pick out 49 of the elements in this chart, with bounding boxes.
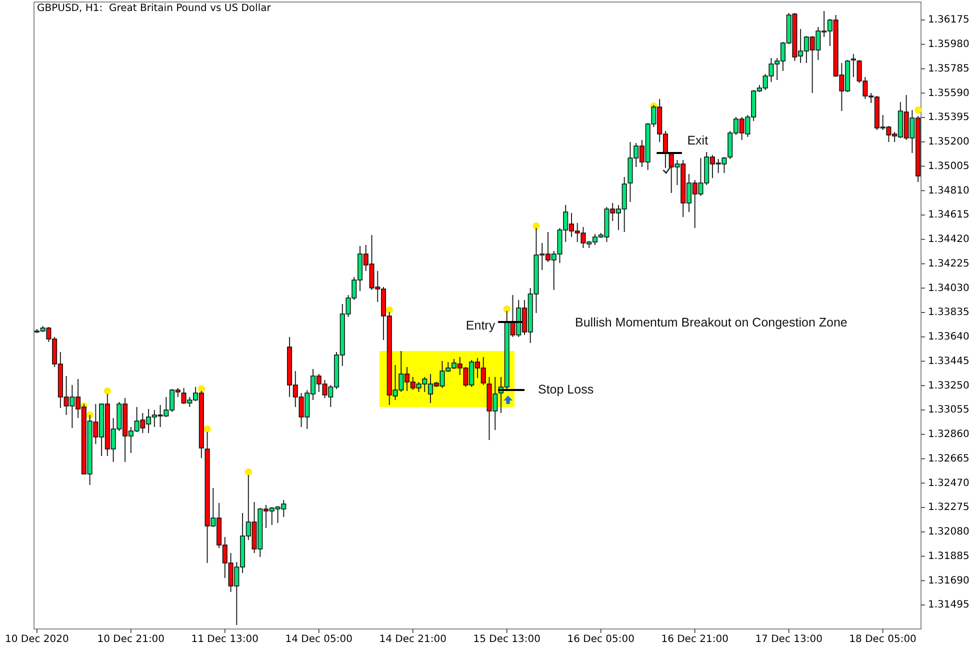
candlestick <box>850 54 856 78</box>
y-tick-label: 1.32470 <box>928 478 970 489</box>
x-tick-label: 15 Dec 13:00 <box>473 634 541 645</box>
x-tick-label: 16 Dec 21:00 <box>661 634 728 645</box>
point <box>503 305 510 313</box>
point <box>198 385 206 393</box>
y-tick-label: 1.35980 <box>928 39 970 50</box>
y-tick-label: 1.36175 <box>928 14 970 26</box>
point <box>532 222 540 230</box>
ref-line-label: Stop Loss <box>538 382 594 396</box>
y-tick-label: 1.34615 <box>928 210 970 221</box>
y-tick-label: 1.34420 <box>928 234 970 246</box>
point <box>204 425 211 433</box>
y-tick-label: 1.32275 <box>928 502 970 514</box>
y-tick-label: 1.32860 <box>928 429 970 440</box>
annotation: Bullish Momentum Breakout on Congestion Zone <box>575 315 848 330</box>
y-tick-label: 1.35395 <box>928 112 970 124</box>
y-tick-label: 1.35590 <box>928 88 970 99</box>
y-tick-label: 1.33640 <box>928 332 970 343</box>
point <box>104 387 112 395</box>
x-tick-label: 14 Dec 05:00 <box>285 634 353 645</box>
y-tick-label: 1.33835 <box>928 307 970 318</box>
y-tick-label: 1.34810 <box>928 185 970 196</box>
point <box>386 306 393 314</box>
chart-title: GBPUSD, H1: Great Britain Pound vs US Dollar <box>37 3 272 14</box>
y-tick-label: 1.33250 <box>928 380 970 392</box>
x-tick-label: 10 Dec 21:00 <box>97 634 165 645</box>
x-tick-label: 17 Dec 13:00 <box>755 634 822 645</box>
y-tick-label: 1.31690 <box>928 575 970 586</box>
y-tick-label: 1.33445 <box>928 356 970 367</box>
ref-line-label: Exit <box>687 133 709 148</box>
x-tick-label: 11 Dec 13:00 <box>191 634 259 645</box>
x-tick-label: 10 Dec 2020 <box>4 634 69 645</box>
y-tick-label: 1.31885 <box>928 550 970 562</box>
point <box>244 468 252 476</box>
y-tick-label: 1.33055 <box>928 404 970 416</box>
x-tick-label: 18 Dec 05:00 <box>849 634 916 645</box>
y-tick-label: 1.31495 <box>928 600 970 611</box>
y-tick-label: 1.34030 <box>928 282 970 294</box>
y-tick-label: 1.35200 <box>928 136 970 148</box>
point <box>914 106 922 114</box>
y-tick-label: 1.35005 <box>928 160 970 172</box>
y-tick-label: 1.34225 <box>928 258 970 270</box>
y-tick-label: 1.35785 <box>928 63 970 74</box>
ref-line-label: Entry <box>466 318 496 332</box>
x-tick-label: 16 Dec 05:00 <box>567 634 634 645</box>
x-tick-label: 14 Dec 21:00 <box>379 634 447 645</box>
y-tick-label: 1.32665 <box>928 453 970 464</box>
y-tick-label: 1.32080 <box>928 526 970 538</box>
